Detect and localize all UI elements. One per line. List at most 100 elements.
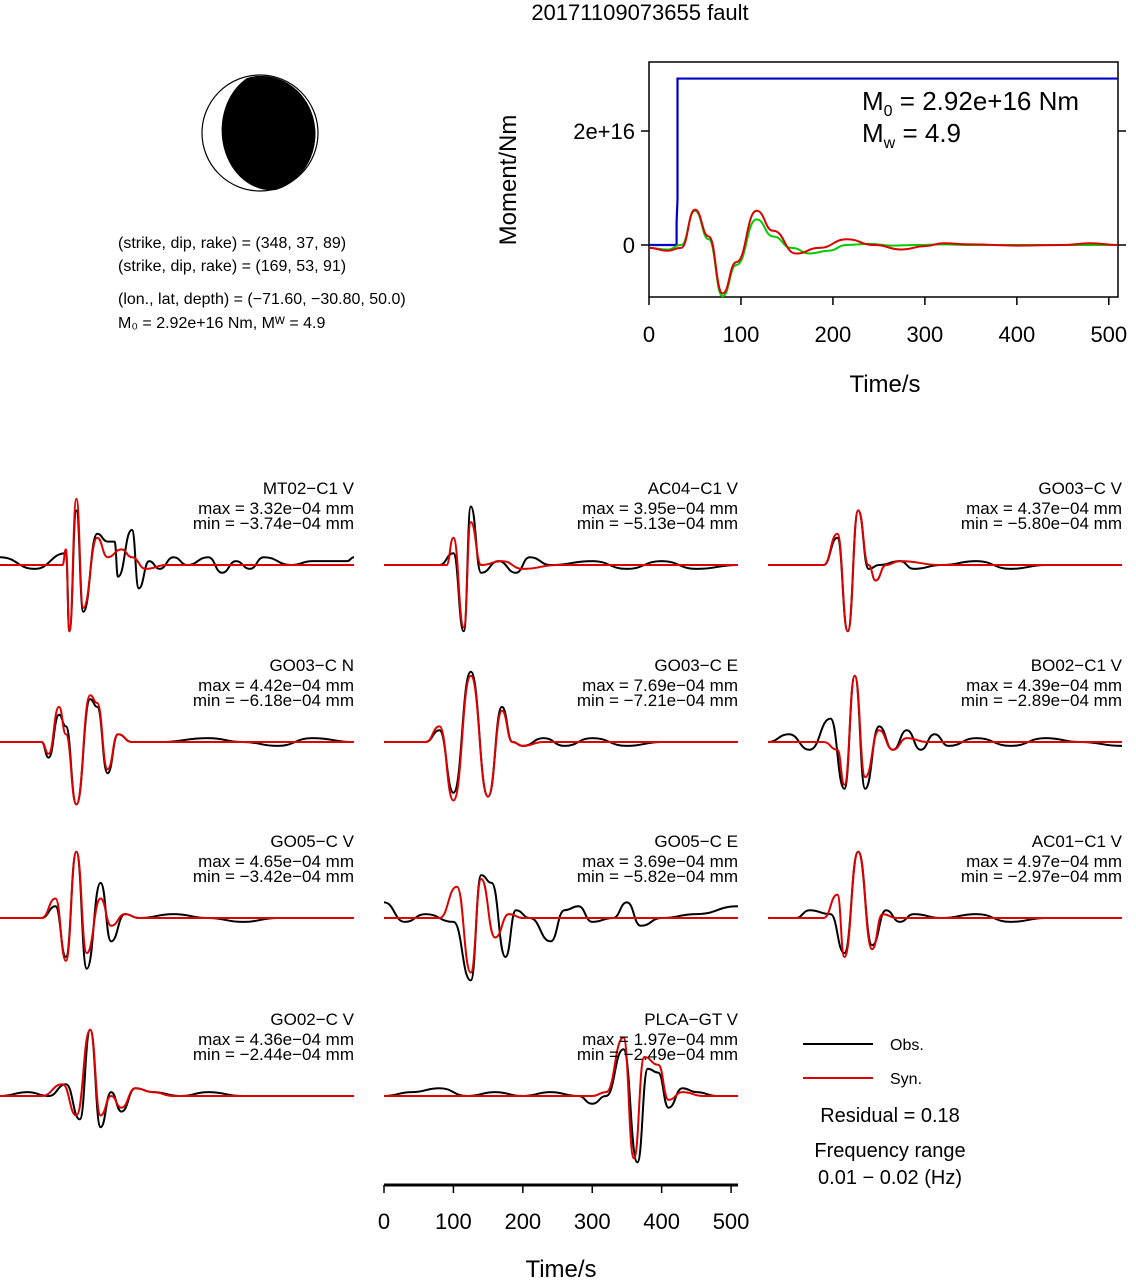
frequency-range: 0.01 − 0.02 (Hz) — [818, 1167, 962, 1189]
moment-y-tick-label: 2e+16 — [573, 119, 635, 144]
moment-annotation-mw: Mw = 4.9 — [862, 118, 961, 152]
moment-plot-frame — [648, 61, 1119, 298]
max-amplitude: max = 3.32e−04 mm — [198, 499, 354, 518]
moment-series-group — [648, 77, 1119, 298]
moment-annotation-m0: M0 = 2.92e+16 Nm — [862, 86, 1079, 120]
moment-x-tick-label: 300 — [907, 322, 944, 347]
synthetic-trace — [767, 674, 1122, 786]
synthetic-trace — [767, 509, 1122, 633]
max-amplitude: max = 4.39e−04 mm — [966, 676, 1122, 695]
waveform-x-tick-label: 400 — [643, 1209, 680, 1234]
observed-trace — [0, 1028, 354, 1129]
max-amplitude: max = 4.36e−04 mm — [198, 1030, 354, 1049]
max-amplitude: max = 3.69e−04 mm — [582, 852, 738, 871]
moment-x-tick-label: 100 — [723, 322, 760, 347]
min-amplitude: min = −5.13e−04 mm — [577, 514, 738, 533]
max-amplitude: max = 1.97e−04 mm — [582, 1030, 738, 1049]
station-label: BO02−C1 V — [1031, 656, 1123, 675]
min-amplitude: min = −2.49e−04 mm — [577, 1045, 738, 1064]
station-label: GO03−C N — [269, 656, 354, 675]
station-label: AC04−C1 V — [648, 479, 739, 498]
moment-x-label: Time/s — [849, 371, 920, 398]
station-label: PLCA−GT V — [644, 1010, 738, 1029]
station-label: GO05−C V — [270, 832, 354, 851]
observed-trace — [0, 698, 355, 806]
observed-trace — [383, 874, 739, 982]
max-amplitude: max = 4.42e−04 mm — [198, 676, 354, 695]
synthetic-trace — [0, 694, 354, 806]
moment-series-line — [648, 208, 1119, 295]
waveform-x-label: Time/s — [525, 1256, 596, 1281]
waveform-x-tick-label: 100 — [435, 1209, 472, 1234]
moment-y-label: Moment/Nm — [495, 115, 522, 246]
moment-x-axis: 0 100 200 300 400 500 — [643, 297, 1127, 347]
min-amplitude: min = −5.82e−04 mm — [577, 867, 738, 886]
station-label: AC01−C1 V — [1032, 832, 1123, 851]
min-amplitude: min = −5.80e−04 mm — [961, 514, 1122, 533]
max-amplitude: max = 4.97e−04 mm — [966, 852, 1122, 871]
hypocenter-info: (lon., lat, depth) = (−71.60, −30.80, 50… — [118, 291, 406, 308]
waveform-x-tick-label: 0 — [378, 1209, 390, 1234]
min-amplitude: min = −2.89e−04 mm — [961, 691, 1122, 710]
station-label: GO03−C V — [1038, 479, 1122, 498]
waveform-x-tick-label: 300 — [574, 1209, 611, 1234]
figure-title: 20171109073655 fault — [531, 0, 748, 25]
moment-x-tick-label: 0 — [643, 322, 655, 347]
beachball — [201, 74, 319, 192]
moment-x-tick-label: 400 — [998, 322, 1035, 347]
min-amplitude: min = −7.21e−04 mm — [577, 691, 738, 710]
max-amplitude: max = 4.37e−04 mm — [966, 499, 1122, 518]
nodal-plane-1: (strike, dip, rake) = (348, 37, 89) — [118, 235, 346, 252]
waveform-x-axis: 0 100 200 300 400 500 — [378, 1183, 750, 1234]
residual-text: Residual = 0.18 — [820, 1105, 960, 1127]
max-amplitude: max = 7.69e−04 mm — [582, 676, 738, 695]
min-amplitude: min = −2.44e−04 mm — [193, 1045, 354, 1064]
synthetic-trace — [0, 850, 354, 962]
moment-x-tick-label: 500 — [1090, 322, 1127, 347]
observed-trace — [383, 1048, 738, 1164]
min-amplitude: min = −3.74e−04 mm — [193, 514, 354, 533]
synthetic-trace — [383, 521, 738, 629]
moment-x-tick-label: 200 — [815, 322, 852, 347]
station-label: GO03−C E — [654, 656, 738, 675]
beachball-compressional-quadrant — [221, 75, 316, 191]
synthetic-trace — [0, 1028, 354, 1117]
frequency-title: Frequency range — [814, 1140, 965, 1162]
synthetic-trace — [384, 877, 738, 974]
station-label: MT02−C1 V — [263, 479, 355, 498]
legend-obs-label: Obs. — [890, 1037, 924, 1054]
nodal-plane-2: (strike, dip, rake) = (169, 53, 91) — [118, 258, 346, 275]
synthetic-trace — [0, 497, 354, 633]
legend: Obs. Syn. — [803, 1037, 924, 1088]
synthetic-trace — [383, 1036, 738, 1160]
moment-chart: 0 2e+16 0 100 200 300 400 500 Moment/Nm Time/s… — [495, 61, 1127, 398]
max-amplitude: max = 3.95e−04 mm — [582, 499, 738, 518]
synthetic-trace — [768, 850, 1122, 959]
waveform-x-tick-label: 200 — [504, 1209, 541, 1234]
moment-y-tick-label: 0 — [623, 233, 635, 258]
moment-series-line — [649, 77, 1118, 247]
legend-syn-label: Syn. — [890, 1071, 922, 1088]
waveform-x-tick-label: 500 — [713, 1209, 750, 1234]
max-amplitude: max = 4.65e−04 mm — [198, 852, 354, 871]
moment-y-axis: 0 2e+16 — [573, 119, 1126, 258]
moment-info: M₀ = 2.92e+16 Nm, Mᵂ = 4.9 — [118, 315, 325, 332]
station-label: GO05−C E — [654, 832, 738, 851]
min-amplitude: min = −6.18e−04 mm — [193, 691, 354, 710]
min-amplitude: min = −3.42e−04 mm — [193, 867, 354, 886]
min-amplitude: min = −2.97e−04 mm — [961, 867, 1122, 886]
synthetic-trace — [383, 674, 738, 802]
